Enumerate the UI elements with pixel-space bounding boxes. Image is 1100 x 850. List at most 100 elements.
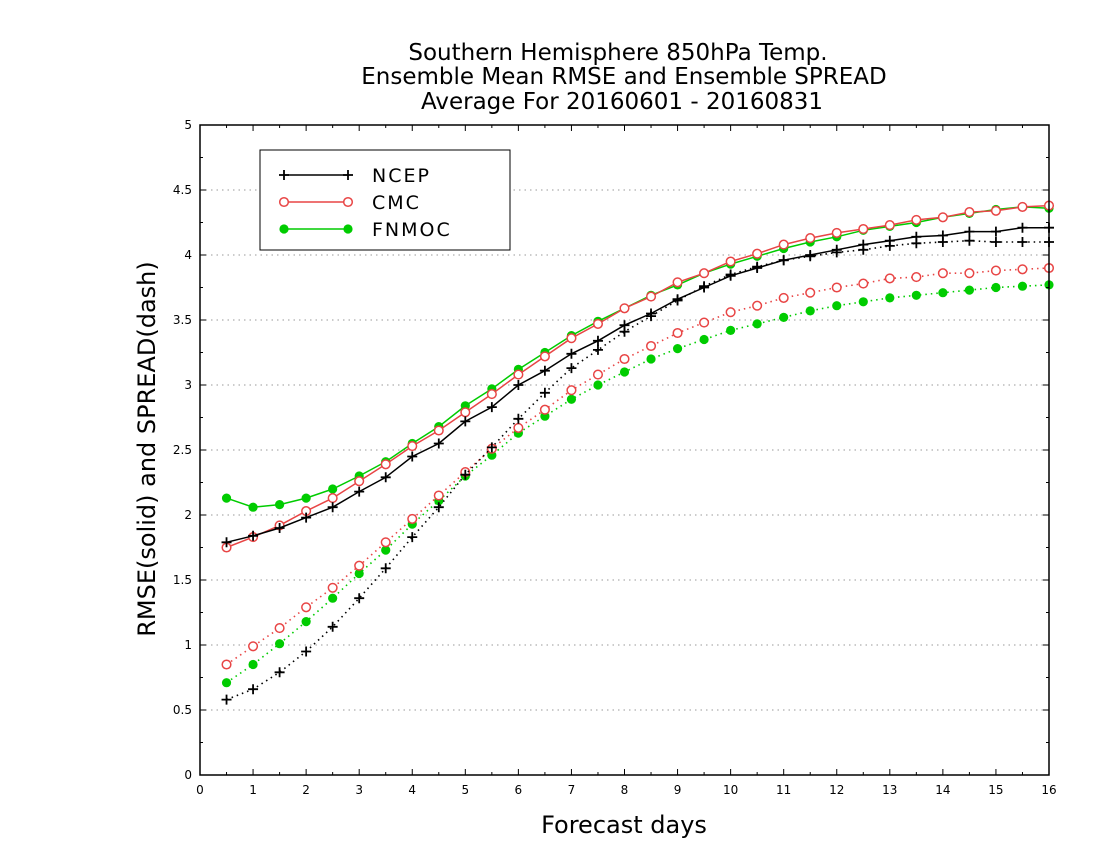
ncep-spread-point [301, 646, 312, 657]
x-tick-label: 13 [882, 783, 897, 797]
ncep-rmse-point [699, 282, 710, 293]
ncep-spread-point [433, 502, 444, 513]
x-tick-label: 8 [621, 783, 629, 797]
x-tick-label: 10 [723, 783, 738, 797]
ncep-spread-line [226, 239, 1049, 701]
ncep-rmse-point [831, 244, 842, 255]
ncep-rmse-point [752, 263, 763, 273]
ncep-rmse-point [460, 416, 471, 427]
ncep-rmse-point [539, 365, 550, 376]
cmc-rmse-point [486, 389, 497, 400]
ncep-rmse-point [964, 226, 975, 237]
ncep-spread-point [221, 694, 232, 705]
ncep-rmse-point [407, 451, 418, 462]
ncep-rmse-point [805, 250, 816, 260]
ncep-rmse-point [911, 231, 922, 242]
cmc-spread-point [672, 327, 683, 339]
cmc-spread-point [1017, 264, 1028, 275]
cmc-spread-point [274, 623, 285, 634]
fnmoc-spread-point [274, 639, 285, 649]
ncep-rmse-point [327, 502, 338, 513]
ncep-rmse-point [274, 523, 285, 533]
cmc-rmse-point [699, 268, 710, 279]
legend-label-fnmoc: FNMOC [372, 219, 452, 241]
ncep-spread-point [380, 563, 391, 574]
x-tick-label: 16 [1041, 783, 1056, 797]
ncep-spread-point [964, 235, 975, 246]
legend-marker-fnmoc [343, 224, 353, 234]
ncep-spread-point [566, 363, 577, 374]
fnmoc-spread-point [328, 593, 338, 603]
x-axis-label: Forecast days [541, 811, 707, 839]
ncep-spread-point [354, 593, 365, 604]
ncep-spread-point [407, 532, 418, 543]
ncep-rmse-point [1017, 222, 1028, 233]
fnmoc-spread-point [832, 301, 842, 311]
cmc-spread-point [592, 369, 604, 380]
ncep-spread-point [486, 442, 497, 453]
cmc-rmse-point [831, 227, 842, 238]
axis-ticks: 0 1 2 3 4 5 6 7 8 9 10 11 12 13 14 15 1600.511.522.533.5… [173, 118, 1057, 797]
y-tick-label: 2.5 [173, 443, 192, 457]
legend: NCEP CMC FNMOC [259, 149, 511, 251]
cmc-rmse-point [858, 223, 869, 235]
ncep-rmse-point [990, 226, 1001, 237]
cmc-rmse-point [990, 205, 1001, 216]
y-tick-label: 1.5 [173, 573, 192, 587]
ncep-rmse-point [221, 537, 232, 548]
cmc-spread-point [778, 292, 789, 303]
ncep-rmse-point [301, 512, 312, 523]
fnmoc-spread-point [301, 617, 311, 627]
ncep-rmse-point [725, 270, 736, 281]
fnmoc-rmse-point [328, 484, 338, 494]
fnmoc-rmse-point [301, 493, 311, 503]
series-cmc [221, 200, 1055, 670]
fnmoc-rmse-point [274, 500, 285, 510]
cmc-spread-point [725, 307, 736, 318]
cmc-rmse-point [752, 248, 763, 259]
x-tick-label: 1 [249, 783, 257, 797]
cmc-rmse-point [354, 476, 365, 487]
legend-marker-cmc [342, 196, 354, 208]
ncep-spread-point [513, 413, 524, 424]
x-tick-label: 0 [196, 783, 204, 797]
series-ncep [221, 222, 1054, 705]
cmc-rmse-point [937, 212, 948, 223]
ncep-rmse-point [433, 438, 444, 449]
ncep-spread-point [274, 667, 285, 678]
cmc-spread-point [539, 404, 550, 415]
fnmoc-spread-point [885, 293, 895, 303]
ncep-rmse-point [619, 320, 630, 331]
chart-title-line-2: Ensemble Mean RMSE and Ensemble SPREAD [361, 64, 886, 90]
cmc-spread-point [433, 490, 444, 501]
legend-marker-cmc [278, 196, 290, 208]
cmc-rmse-line [226, 204, 1050, 549]
ncep-spread-point [460, 469, 471, 480]
cmc-rmse-point [911, 214, 922, 225]
x-tick-label: 11 [776, 783, 791, 797]
fnmoc-spread-point [646, 354, 656, 364]
cmc-rmse-point [619, 303, 630, 314]
y-tick-label: 3.5 [173, 313, 192, 327]
ncep-rmse-point [592, 335, 603, 346]
fnmoc-rmse-point [221, 493, 232, 503]
cmc-spread-point [858, 278, 869, 289]
ncep-rmse-point [566, 348, 577, 359]
fnmoc-rmse-line [226, 206, 1050, 508]
cmc-rmse-point [460, 407, 471, 418]
ncep-rmse-point [380, 472, 391, 483]
cmc-spread-point [752, 300, 763, 311]
fnmoc-spread-point [938, 288, 948, 298]
ncep-spread-point [1017, 237, 1028, 247]
cmc-rmse-point [407, 441, 418, 452]
fnmoc-spread-point [593, 380, 603, 390]
fnmoc-spread-line [226, 284, 1050, 684]
fnmoc-spread-point [858, 297, 868, 307]
fnmoc-spread-point [381, 545, 391, 555]
fnmoc-spread-point [672, 344, 683, 354]
cmc-spread-point [964, 268, 975, 279]
cmc-spread-point [407, 513, 418, 524]
fnmoc-spread-point [964, 285, 975, 295]
ncep-rmse-point [354, 486, 365, 497]
chart-title-line-3: Average For 20160601 - 20160831 [421, 89, 823, 115]
